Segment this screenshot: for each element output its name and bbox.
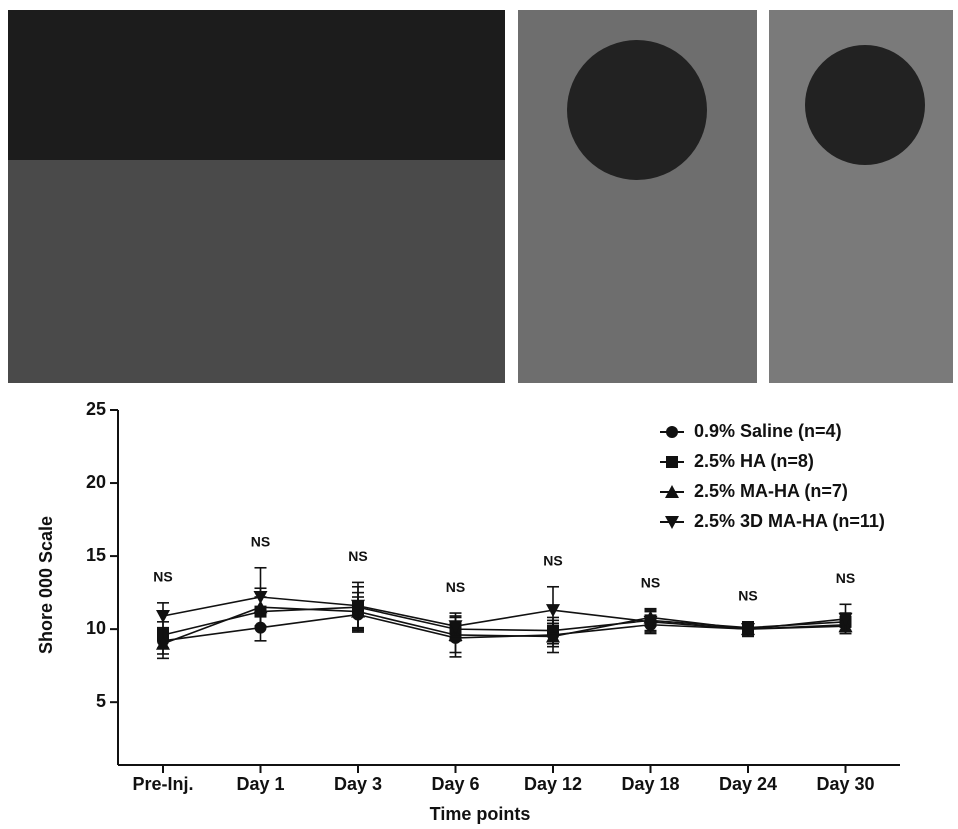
legend-label: 2.5% HA (n=8) [694, 451, 814, 471]
legend-label: 0.9% Saline (n=4) [694, 421, 842, 441]
x-tick-label: Pre-Inj. [132, 774, 193, 794]
x-tick-label: Day 12 [524, 774, 582, 794]
annotation: NS [251, 533, 270, 549]
marker [666, 426, 678, 438]
gauge [805, 45, 925, 165]
x-tick-label: Day 1 [236, 774, 284, 794]
x-tick-label: Day 24 [719, 774, 777, 794]
x-axis-label: Time points [430, 804, 531, 824]
y-tick-label: 20 [86, 472, 106, 492]
x-tick-label: Day 18 [621, 774, 679, 794]
y-axis-label: Shore 000 Scale [36, 516, 56, 654]
annotation: NS [738, 588, 757, 604]
gauge [567, 40, 707, 180]
annotation: NS [543, 552, 562, 568]
y-tick-label: 10 [86, 618, 106, 638]
photo-background [8, 10, 505, 160]
x-tick-label: Day 3 [334, 774, 382, 794]
figure: Time points Shore 000 Scale 5 10 15 20 25 Pre… [0, 0, 958, 829]
legend-label: 2.5% MA-HA (n=7) [694, 481, 848, 501]
x-tick-label: Day 6 [431, 774, 479, 794]
annotation: NS [641, 574, 660, 590]
annotation: NS [153, 569, 172, 585]
annotation: NS [836, 570, 855, 586]
annotation: NS [446, 579, 465, 595]
y-tick-label: 5 [96, 691, 106, 711]
legend-label: 2.5% 3D MA-HA (n=11) [694, 511, 885, 531]
photos [8, 10, 953, 383]
marker [666, 456, 678, 468]
x-tick-label: Day 30 [816, 774, 874, 794]
y-tick-label: 25 [86, 399, 106, 419]
annotation: NS [348, 548, 367, 564]
y-tick-label: 15 [86, 545, 106, 565]
